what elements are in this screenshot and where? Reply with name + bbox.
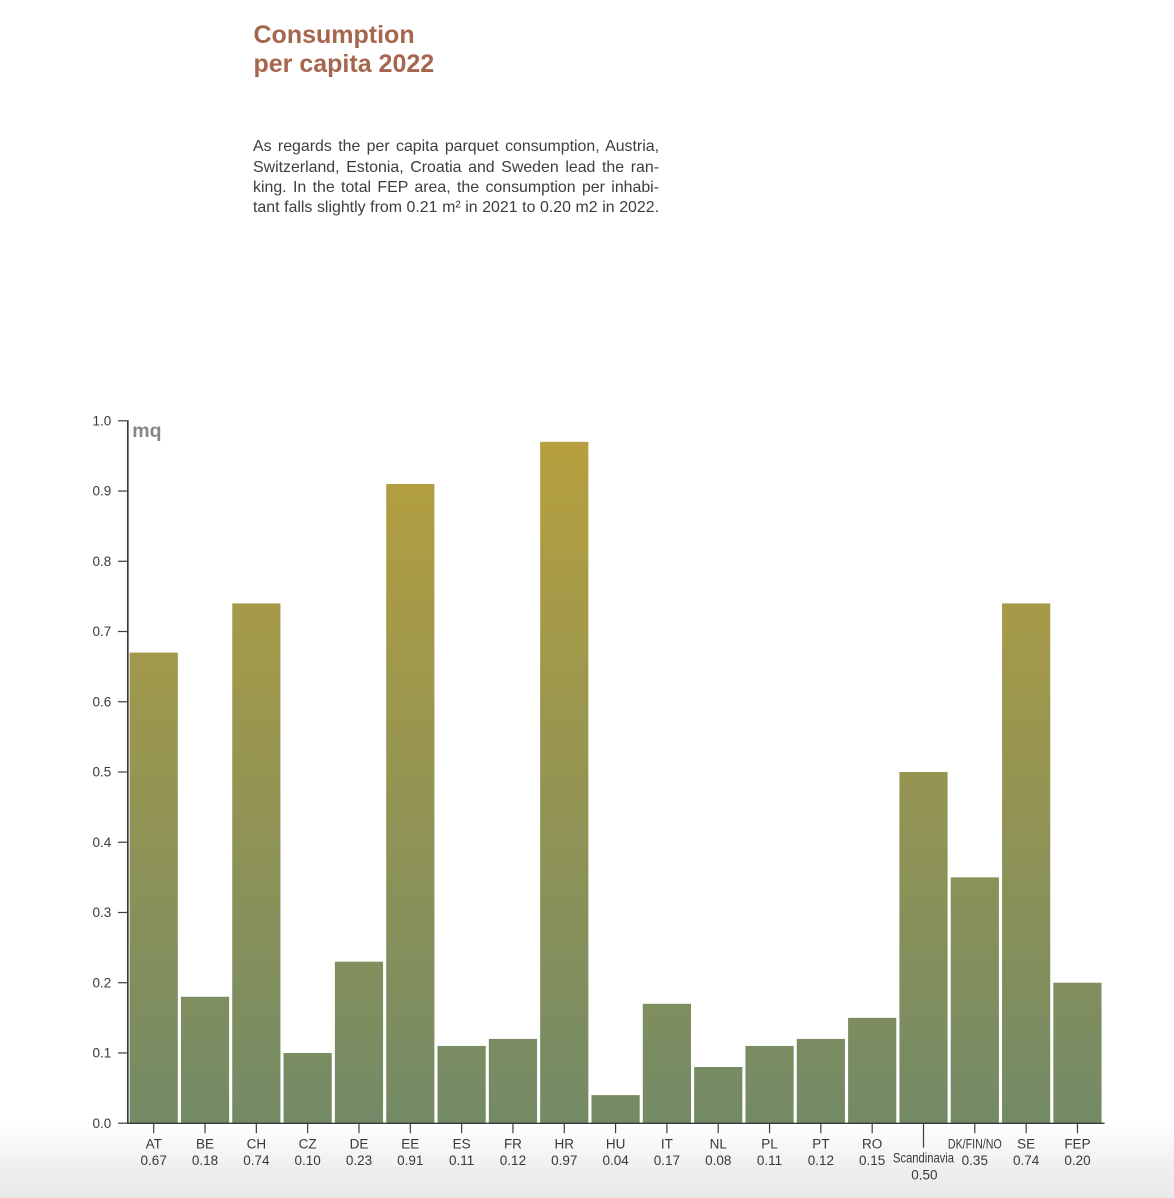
svg-text:0.3: 0.3 xyxy=(93,905,112,920)
svg-text:0.11: 0.11 xyxy=(449,1153,474,1168)
svg-text:RO: RO xyxy=(862,1136,882,1151)
svg-text:0.5: 0.5 xyxy=(93,765,112,780)
svg-text:ES: ES xyxy=(453,1136,471,1151)
svg-text:0.74: 0.74 xyxy=(243,1153,270,1168)
svg-text:0.35: 0.35 xyxy=(962,1153,988,1168)
svg-text:0.11: 0.11 xyxy=(757,1153,782,1168)
svg-text:FR: FR xyxy=(504,1136,522,1151)
svg-text:0.04: 0.04 xyxy=(602,1153,629,1168)
svg-text:mq: mq xyxy=(132,420,161,442)
svg-text:0.74: 0.74 xyxy=(1013,1153,1040,1168)
svg-text:0.10: 0.10 xyxy=(295,1153,321,1168)
svg-text:DK/FIN/NO: DK/FIN/NO xyxy=(948,1136,1002,1152)
svg-text:0.9: 0.9 xyxy=(93,484,112,499)
svg-text:NL: NL xyxy=(710,1136,728,1151)
svg-text:0.20: 0.20 xyxy=(1064,1153,1090,1168)
svg-text:PL: PL xyxy=(761,1136,778,1151)
svg-text:0.1: 0.1 xyxy=(93,1046,112,1061)
svg-text:0.18: 0.18 xyxy=(192,1153,218,1168)
svg-text:HR: HR xyxy=(555,1136,575,1151)
svg-text:0.91: 0.91 xyxy=(397,1153,423,1168)
svg-text:CH: CH xyxy=(247,1136,267,1151)
svg-text:HU: HU xyxy=(606,1136,626,1151)
svg-text:0.4: 0.4 xyxy=(93,835,112,850)
svg-text:0.97: 0.97 xyxy=(551,1153,577,1168)
svg-text:0.6: 0.6 xyxy=(93,694,112,709)
svg-text:0.67: 0.67 xyxy=(141,1153,167,1168)
svg-text:0.15: 0.15 xyxy=(859,1153,885,1168)
svg-text:0.12: 0.12 xyxy=(500,1153,526,1168)
svg-text:1.0: 1.0 xyxy=(93,414,112,429)
svg-text:AT: AT xyxy=(146,1136,162,1151)
svg-text:FEP: FEP xyxy=(1064,1136,1090,1151)
svg-text:0.2: 0.2 xyxy=(93,975,112,990)
svg-text:0.0: 0.0 xyxy=(93,1116,112,1131)
svg-text:Scandinavia: Scandinavia xyxy=(893,1151,954,1166)
svg-text:0.17: 0.17 xyxy=(654,1153,680,1168)
svg-text:0.7: 0.7 xyxy=(93,624,112,639)
svg-text:PT: PT xyxy=(812,1136,829,1151)
svg-text:EE: EE xyxy=(401,1136,419,1151)
svg-text:SE: SE xyxy=(1017,1136,1035,1151)
svg-text:IT: IT xyxy=(661,1136,673,1151)
svg-text:0.50: 0.50 xyxy=(911,1167,937,1182)
svg-text:CZ: CZ xyxy=(299,1136,317,1151)
svg-text:BE: BE xyxy=(196,1136,214,1151)
svg-text:0.23: 0.23 xyxy=(346,1153,372,1168)
svg-text:0.12: 0.12 xyxy=(808,1153,834,1168)
svg-text:0.8: 0.8 xyxy=(93,554,112,569)
svg-text:DE: DE xyxy=(350,1136,369,1151)
svg-text:0.08: 0.08 xyxy=(705,1153,731,1168)
